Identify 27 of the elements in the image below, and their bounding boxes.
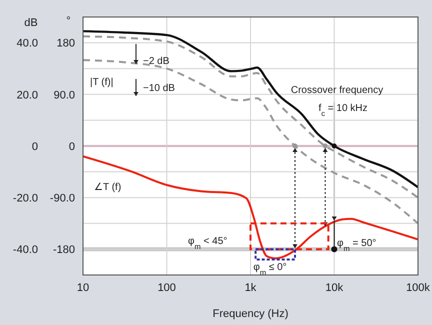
annotation: Crossover frequency — [290, 85, 384, 96]
annotation: f$_{c}$ = 10 kHz — [318, 103, 368, 118]
y2-tick-label: 0 — [68, 140, 75, 153]
annotation: φ$_{m}$ < 45° — [188, 236, 228, 250]
x-tick-label: 100 — [158, 282, 176, 294]
annotation: φ$_{m}$ = 50° — [337, 238, 376, 252]
y-tick-label: 20.0 — [16, 89, 38, 102]
annotation: −10 dB — [143, 83, 176, 94]
annotation: |T (f)| — [90, 77, 114, 88]
y2-tick-label: 90.0 — [54, 89, 75, 102]
annotation: ∠T (f) — [94, 182, 122, 193]
x-tick-label: 100k — [406, 282, 430, 294]
y2-tick-label: 180 — [56, 38, 75, 50]
y-tick-label: -40.0 — [12, 244, 38, 256]
y2-tick-label: -90.0 — [50, 192, 75, 205]
y-tick-label: 40.0 — [16, 38, 38, 50]
y-axis-title: dB — [24, 17, 38, 29]
annotation: −2 dB — [143, 56, 170, 67]
y2-tick-label: -180 — [52, 244, 75, 256]
x-tick-label: 1k — [244, 282, 257, 294]
x-tick-label: 10k — [325, 282, 344, 294]
y2-axis-title: ° — [66, 15, 71, 27]
x-axis-title: Frequency (Hz) — [212, 308, 288, 320]
x-tick-label: 10 — [76, 282, 90, 294]
annotation: φ$_{m}$ ≤ 0° — [253, 262, 287, 276]
y-tick-label: -20.0 — [12, 192, 38, 205]
y-tick-label: 0 — [32, 140, 38, 153]
